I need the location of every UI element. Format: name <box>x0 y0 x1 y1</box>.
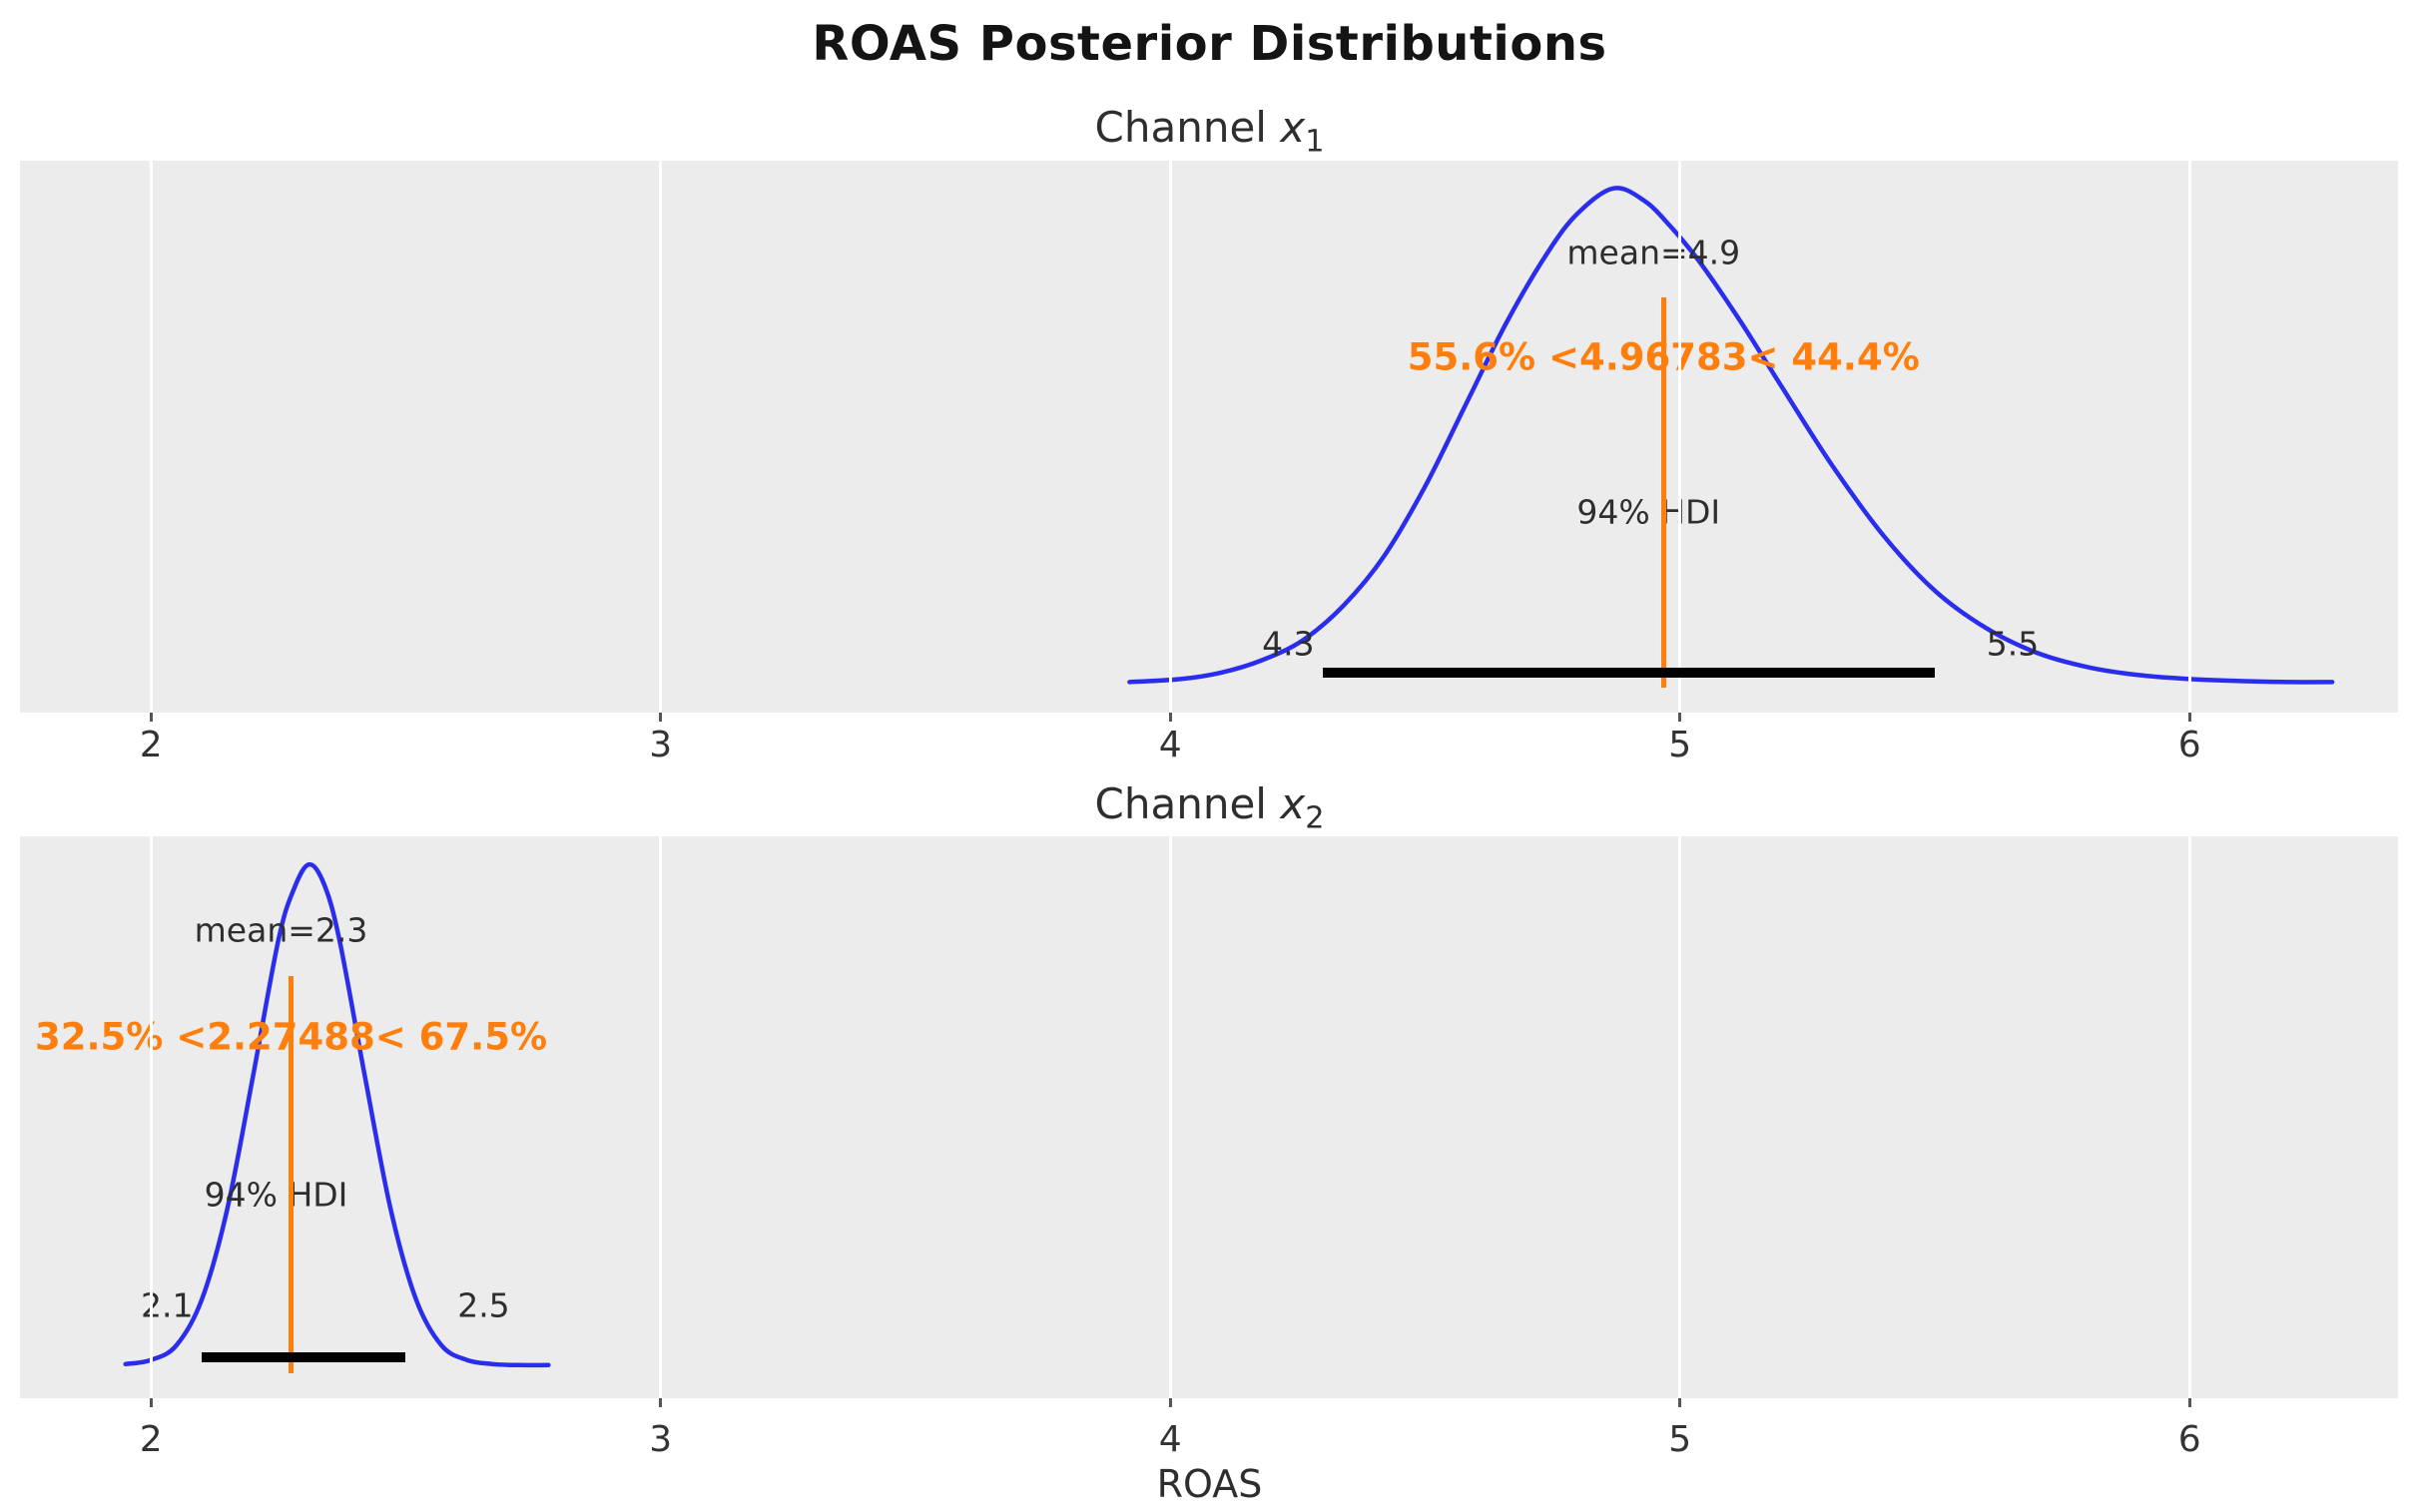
gridline-x6 <box>2187 161 2191 713</box>
subplot-title-variable: x <box>1280 779 1306 828</box>
tick-label-x5: 5 <box>1668 1419 1692 1460</box>
gridline-x5 <box>1678 836 1682 1398</box>
hdi-title-annotation: 94% HDI <box>204 1175 348 1215</box>
gridline-x3 <box>659 161 663 713</box>
tick-label-x4: 4 <box>1158 1419 1182 1460</box>
hdi-interval-bar <box>1323 668 1935 679</box>
subplot-title-subscript: 1 <box>1305 124 1325 160</box>
tick-x4 <box>1168 1398 1172 1407</box>
tick-label-x3: 3 <box>649 725 673 765</box>
tick-label-x6: 6 <box>2177 1419 2201 1460</box>
gridline-x4 <box>1168 161 1172 713</box>
tick-label-x4: 4 <box>1158 725 1182 765</box>
subplot-title-text: Channel <box>1094 779 1281 828</box>
hdi-title-annotation: 94% HDI <box>1576 492 1721 532</box>
gridline-x5 <box>1678 161 1682 713</box>
tick-x2 <box>149 713 153 722</box>
tick-x4 <box>1168 713 1172 722</box>
tick-x5 <box>1678 713 1682 722</box>
tick-label-x6: 6 <box>2177 725 2201 765</box>
tick-label-x5: 5 <box>1668 725 1692 765</box>
ref-value-line <box>289 975 295 1373</box>
tick-x6 <box>2187 713 2191 722</box>
hdi-high-label: 5.5 <box>1986 624 2040 664</box>
gridline-x3 <box>659 836 663 1398</box>
hdi-high-label: 2.5 <box>457 1285 510 1325</box>
subplot-title-text: Channel <box>1094 103 1281 152</box>
tick-label-x3: 3 <box>649 1419 673 1460</box>
ref-value-line <box>1660 297 1666 689</box>
gridline-x2 <box>149 836 153 1398</box>
x-axis-label: ROAS <box>1156 1462 1263 1506</box>
subplot-title-variable: x <box>1280 103 1306 152</box>
tick-x5 <box>1678 1398 1682 1407</box>
tick-x2 <box>149 1398 153 1407</box>
subplot-title-subscript: 2 <box>1305 800 1325 836</box>
gridline-x2 <box>149 161 153 713</box>
tick-x6 <box>2187 1398 2191 1407</box>
hdi-low-label: 4.3 <box>1262 624 1315 664</box>
plot-panel-channel-x2: mean=2.3 32.5% <2.27488< 67.5% 94% HDI 2… <box>20 836 2398 1398</box>
tick-label-x2: 2 <box>139 725 163 765</box>
subplot-title-channel-x1: Channel x1 <box>0 103 2419 159</box>
gridline-x4 <box>1168 836 1172 1398</box>
hdi-interval-bar <box>202 1352 406 1363</box>
gridline-x6 <box>2187 836 2191 1398</box>
tick-x3 <box>659 713 663 722</box>
plot-panel-channel-x1: mean=4.9 55.6% <4.96783< 44.4% 94% HDI 4… <box>20 161 2398 713</box>
posterior-kde-curve <box>123 861 551 1368</box>
subplot-title-channel-x2: Channel x2 <box>0 779 2419 835</box>
posterior-kde-curve <box>1127 186 2335 685</box>
figure-title: ROAS Posterior Distributions <box>812 16 1607 72</box>
mean-annotation: mean=2.3 <box>194 910 368 950</box>
mean-annotation: mean=4.9 <box>1566 233 1741 272</box>
tick-x3 <box>659 1398 663 1407</box>
tick-label-x2: 2 <box>139 1419 163 1460</box>
